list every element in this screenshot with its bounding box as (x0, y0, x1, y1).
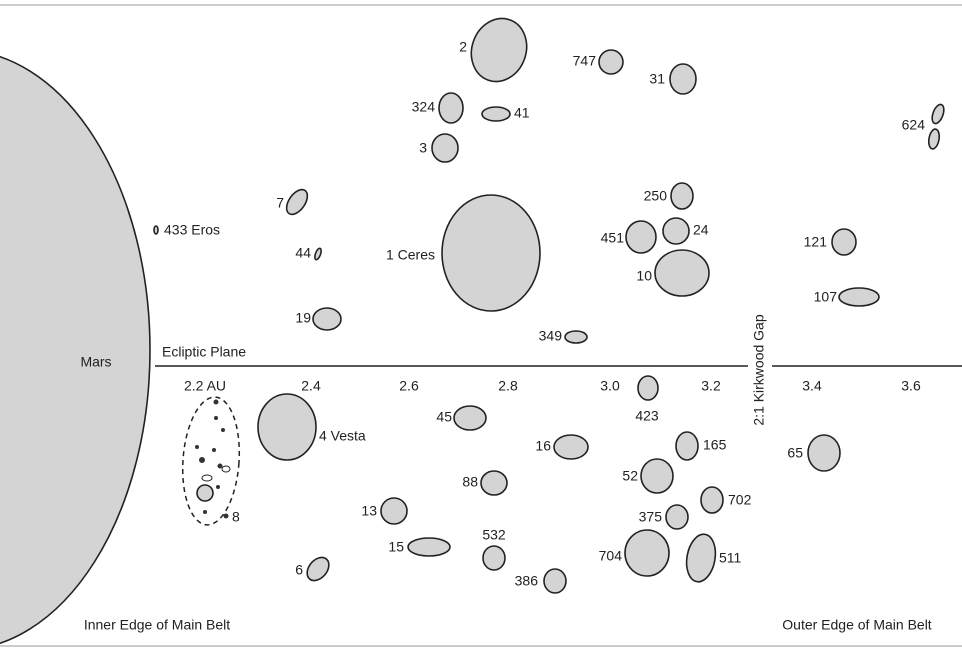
mars-label: Mars (80, 354, 111, 370)
asteroid-label: 7 (276, 195, 284, 211)
asteroid-label: 31 (649, 71, 665, 87)
asteroid-label: 386 (515, 573, 539, 589)
asteroid-label: 15 (388, 539, 404, 555)
asteroid (553, 434, 589, 460)
asteroid (380, 497, 408, 525)
asteroid (431, 133, 459, 163)
asteroid-label: 24 (693, 222, 709, 238)
asteroid-label: 1 Ceres (386, 247, 435, 263)
asteroid (831, 228, 857, 256)
asteroid (407, 537, 451, 557)
axis-label: 3.4 (802, 378, 822, 394)
asteroid (196, 484, 214, 502)
asteroid (931, 103, 945, 125)
asteroid (481, 106, 511, 122)
asteroid-label: 451 (601, 230, 625, 246)
asteroid-label: 2 (459, 39, 467, 55)
family-member (221, 465, 231, 473)
asteroid-label: 250 (644, 188, 668, 204)
axis-label: 2.4 (301, 378, 321, 394)
asteroid-label: 41 (514, 105, 530, 121)
asteroid (640, 458, 674, 494)
axis-label: 3.2 (701, 378, 721, 394)
asteroid (257, 393, 317, 461)
asteroid (675, 431, 699, 461)
axis-label: 3.0 (600, 378, 620, 394)
asteroid (927, 128, 941, 150)
asteroid-label: 45 (436, 409, 452, 425)
asteroid (665, 504, 689, 530)
asteroid-label: 624 (902, 117, 926, 133)
asteroid-label: 52 (622, 468, 638, 484)
asteroid (807, 434, 841, 472)
asteroid-label: 433 Eros (164, 222, 220, 238)
axis-label: 2.2 AU (184, 378, 226, 394)
asteroid-label: 88 (462, 474, 478, 490)
asteroid (480, 470, 508, 496)
asteroid-label: 375 (639, 509, 663, 525)
asteroid-label: 16 (535, 438, 551, 454)
asteroid-label: 532 (482, 527, 506, 543)
asteroid-label: 44 (295, 245, 311, 261)
asteroid-label: 349 (539, 328, 563, 344)
asteroid-label: 65 (787, 445, 803, 461)
asteroid (470, 17, 528, 83)
asteroid-label: 324 (412, 99, 436, 115)
outer-edge-label: Outer Edge of Main Belt (782, 617, 932, 633)
asteroid-label: 19 (295, 310, 311, 326)
asteroid (662, 217, 690, 245)
asteroid (438, 92, 464, 124)
ecliptic-label: Ecliptic Plane (162, 344, 246, 360)
asteroid (543, 568, 567, 594)
asteroid (564, 330, 588, 344)
asteroid (700, 486, 724, 514)
family-outline (181, 396, 241, 526)
asteroid (314, 247, 322, 261)
asteroid-label: 702 (728, 492, 752, 508)
asteroid (669, 63, 697, 95)
family-member (201, 474, 213, 482)
asteroid (624, 529, 670, 577)
asteroid (838, 287, 880, 307)
asteroid-label: 8 (232, 509, 240, 525)
axis-label: 2.8 (498, 378, 518, 394)
asteroid (306, 556, 330, 582)
asteroid-label: 10 (636, 268, 652, 284)
asteroid-label: 423 (635, 408, 659, 424)
mars-body (0, 55, 151, 645)
kirkwood-label: 2:1 Kirkwood Gap (751, 314, 767, 425)
asteroid-label: 107 (814, 289, 838, 305)
axis-label: 3.6 (901, 378, 921, 394)
asteroid-label: 511 (719, 550, 742, 566)
asteroid (441, 194, 541, 312)
inner-edge-label: Inner Edge of Main Belt (84, 617, 230, 633)
asteroid (153, 225, 159, 235)
asteroid (285, 188, 309, 216)
axis-label: 2.6 (399, 378, 419, 394)
asteroid-label: 3 (419, 140, 427, 156)
asteroid (654, 249, 710, 297)
asteroid-label: 6 (295, 562, 303, 578)
asteroid-label: 121 (804, 234, 828, 250)
asteroid (625, 220, 657, 254)
asteroid (685, 533, 717, 583)
asteroid-label: 165 (703, 437, 727, 453)
asteroid (637, 375, 659, 401)
asteroid-label: 704 (599, 548, 623, 564)
asteroid-label: 747 (573, 53, 597, 69)
family-members (195, 399, 229, 519)
asteroid-label: 13 (361, 503, 377, 519)
asteroid (482, 545, 506, 571)
asteroid (312, 307, 342, 331)
asteroid (453, 405, 487, 431)
asteroid-label: 4 Vesta (319, 428, 366, 444)
asteroid (598, 49, 624, 75)
asteroid (670, 182, 694, 210)
